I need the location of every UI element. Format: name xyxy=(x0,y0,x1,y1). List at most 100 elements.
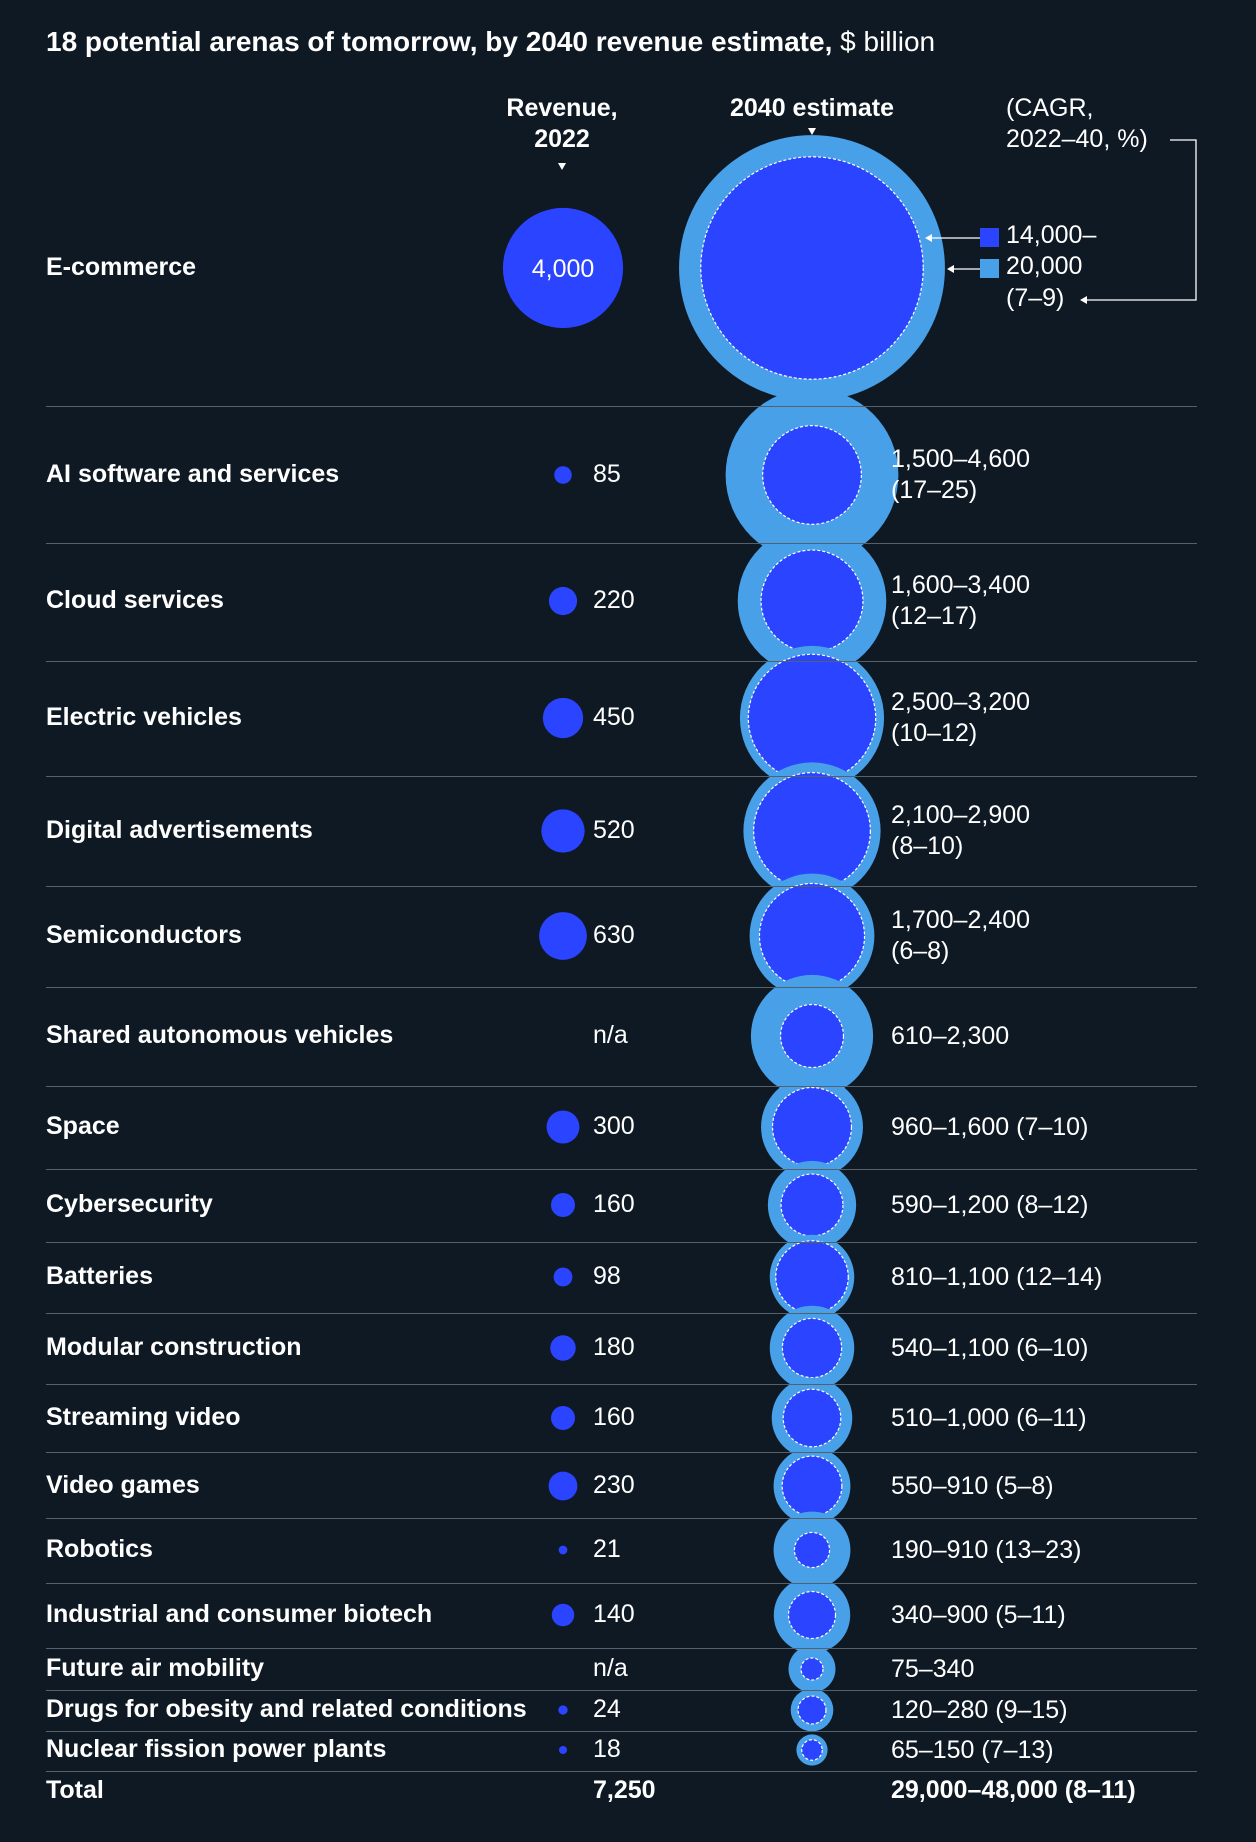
revenue-2022-label: 4,000 xyxy=(532,255,595,283)
row-separator xyxy=(46,1648,1197,1649)
estimate-range-label: 550–910 (5–8) xyxy=(891,1472,1054,1500)
row-separator xyxy=(46,1313,1197,1314)
revenue-2022-label: 21 xyxy=(593,1535,621,1563)
estimate-low-bubble xyxy=(700,156,924,380)
estimate-low-bubble xyxy=(780,1173,844,1237)
row-separator xyxy=(46,1690,1197,1691)
total-revenue: 7,250 xyxy=(593,1776,656,1804)
total-label: Total xyxy=(46,1776,104,1804)
revenue-2022-label: 300 xyxy=(593,1112,635,1140)
estimate-low-bubble xyxy=(793,1531,831,1569)
cagr-header-line2: 2022–40, %) xyxy=(1006,125,1148,153)
estimate-low-bubble xyxy=(787,1590,837,1640)
estimate-range-label: 1,700–2,400 xyxy=(891,906,1031,934)
row-separator xyxy=(46,886,1197,887)
revenue-2022-label: 160 xyxy=(593,1403,635,1431)
revenue-2022-dot xyxy=(546,1110,580,1144)
row-label: Modular construction xyxy=(46,1333,302,1361)
revenue-header-line1: Revenue, xyxy=(506,94,618,122)
legend-high-arrow-icon xyxy=(947,265,954,273)
row-separator xyxy=(46,1731,1197,1732)
estimate-range-label: 610–2,300 xyxy=(891,1022,1010,1050)
total-estimate: 29,000–48,000 (8–11) xyxy=(891,1776,1136,1804)
estimate-header-arrow-icon xyxy=(808,128,816,135)
chart-title-main: 18 potential arenas of tomorrow, by 2040… xyxy=(46,26,833,57)
revenue-header-line2: 2022 xyxy=(534,125,590,153)
row-label: Semiconductors xyxy=(46,921,242,949)
row-separator xyxy=(46,406,1197,407)
estimate-range-label: 810–1,100 (12–14) xyxy=(891,1263,1103,1291)
revenue-2022-label: n/a xyxy=(593,1654,628,1682)
revenue-2022-dot xyxy=(554,466,572,484)
revenue-2022-dot xyxy=(539,912,587,960)
estimate-low-bubble xyxy=(760,549,864,653)
legend-low-arrow-icon xyxy=(925,234,932,242)
row-label: Cybersecurity xyxy=(46,1190,213,1218)
revenue-2022-label: 180 xyxy=(593,1333,635,1361)
revenue-2022-label: 98 xyxy=(593,1262,621,1290)
estimate-range-label: 120–280 (9–15) xyxy=(891,1696,1068,1724)
revenue-2022-dot xyxy=(550,1405,576,1431)
estimate-low-bubble xyxy=(797,1695,827,1725)
estimate-range-label: 1,600–3,400 xyxy=(891,571,1031,599)
revenue-2022-label: 85 xyxy=(593,460,621,488)
row-label: Electric vehicles xyxy=(46,703,242,731)
estimate-cagr-label: (12–17) xyxy=(891,602,978,630)
legend-cagr-label: (7–9) xyxy=(1006,284,1065,312)
row-label: AI software and services xyxy=(46,460,340,488)
revenue-column-header: Revenue, 2022 xyxy=(496,93,628,155)
cagr-header: (CAGR, 2022–40, %) xyxy=(1006,93,1148,155)
revenue-2022-dot xyxy=(550,1192,576,1218)
estimate-low-bubble xyxy=(753,772,871,890)
estimate-low-bubble xyxy=(801,1739,823,1761)
row-label: E-commerce xyxy=(46,253,197,281)
row-label: Shared autonomous vehicles xyxy=(46,1021,394,1049)
estimate-low-bubble xyxy=(782,1388,842,1448)
estimate-low-bubble xyxy=(758,882,866,990)
revenue-2022-label: 24 xyxy=(593,1695,621,1723)
estimate-low-bubble xyxy=(771,1086,853,1168)
estimate-range-label: 65–150 (7–13) xyxy=(891,1736,1054,1764)
row-separator xyxy=(46,1518,1197,1519)
estimate-low-bubble xyxy=(747,653,877,783)
estimate-range-label: 960–1,600 (7–10) xyxy=(891,1113,1089,1141)
estimate-low-bubble xyxy=(775,1240,849,1314)
estimate-cagr-label: (8–10) xyxy=(891,832,964,860)
revenue-2022-dot xyxy=(548,586,578,616)
revenue-2022-dot xyxy=(558,1745,568,1755)
estimate-range-label: 190–910 (13–23) xyxy=(891,1536,1082,1564)
revenue-2022-dot xyxy=(548,1471,578,1501)
estimate-range-label: 1,500–4,600 xyxy=(891,445,1031,473)
estimate-range-label: 2,100–2,900 xyxy=(891,801,1031,829)
row-label: Digital advertisements xyxy=(46,816,313,844)
cagr-bracket-connector xyxy=(1086,139,1197,301)
row-label: Cloud services xyxy=(46,586,224,614)
revenue-2022-label: n/a xyxy=(593,1021,628,1049)
estimate-low-bubble xyxy=(800,1657,824,1681)
legend-low-label: 14,000– xyxy=(1006,221,1097,249)
estimate-low-bubble xyxy=(762,425,862,525)
bubble-layer: 4,000 xyxy=(502,135,945,1766)
revenue-2022-label: 160 xyxy=(593,1190,635,1218)
row-label: Streaming video xyxy=(46,1403,241,1431)
row-label: Industrial and consumer biotech xyxy=(46,1600,433,1628)
revenue-2022-dot xyxy=(558,1705,568,1715)
revenue-header-arrow-icon xyxy=(558,163,566,170)
revenue-2022-label: 630 xyxy=(593,921,635,949)
row-label: Future air mobility xyxy=(46,1654,265,1682)
estimate-column-header: 2040 estimate xyxy=(702,93,922,124)
estimate-low-bubble xyxy=(781,1317,843,1379)
legend-high-swatch xyxy=(980,259,999,278)
revenue-2022-dot xyxy=(558,1545,568,1555)
revenue-2022-label: 220 xyxy=(593,586,635,614)
revenue-2022-label: 230 xyxy=(593,1471,635,1499)
row-separator xyxy=(46,1384,1197,1385)
legend-connectors xyxy=(925,139,1197,304)
revenue-2022-label: 450 xyxy=(593,703,635,731)
estimate-range-label: 340–900 (5–11) xyxy=(891,1601,1066,1629)
chart-title-unit: $ billion xyxy=(840,26,936,57)
estimate-range-label: 590–1,200 (8–12) xyxy=(891,1191,1089,1219)
estimate-range-label: 540–1,100 (6–10) xyxy=(891,1334,1089,1362)
row-label: Batteries xyxy=(46,1262,153,1290)
legend-high-label: 20,000 xyxy=(1006,252,1083,280)
